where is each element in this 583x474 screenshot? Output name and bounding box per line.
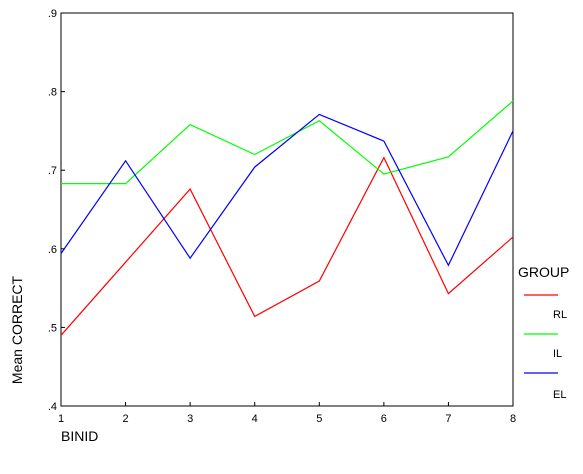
legend: GROUP RL IL EL [518, 264, 569, 401]
x-tick-label: 3 [187, 413, 193, 425]
x-axis-label: BINID [61, 428, 98, 444]
x-tick-label: 5 [316, 413, 322, 425]
y-tick-label: .5 [48, 322, 57, 334]
series-lines [60, 100, 514, 336]
legend-label-il: IL [553, 348, 562, 360]
series-line-il [61, 100, 514, 185]
y-tick-label: .6 [48, 244, 57, 256]
legend-title: GROUP [518, 264, 569, 280]
series-line-el [60, 113, 514, 267]
x-tick-label: 4 [252, 413, 258, 425]
y-axis-label: Mean CORRECT [9, 275, 25, 384]
x-tick-label: 2 [123, 413, 129, 425]
series-line-rl [60, 156, 514, 336]
x-tick-label: 1 [58, 413, 64, 425]
y-tick-label: .8 [48, 87, 57, 99]
legend-label-el: EL [553, 389, 566, 401]
legend-label-rl: RL [553, 309, 567, 321]
x-tick-label: 7 [445, 413, 451, 425]
y-tick-label: .4 [48, 401, 57, 413]
y-axis: .4 .5 .6 .7 .8 .9 [48, 8, 65, 413]
y-tick-label: .7 [48, 165, 57, 177]
x-axis: 1 2 3 4 5 6 7 8 [58, 402, 516, 425]
x-tick-label: 6 [381, 413, 387, 425]
y-tick-label: .9 [48, 8, 57, 20]
plot-frame [60, 12, 514, 407]
x-tick-label: 8 [510, 413, 516, 425]
